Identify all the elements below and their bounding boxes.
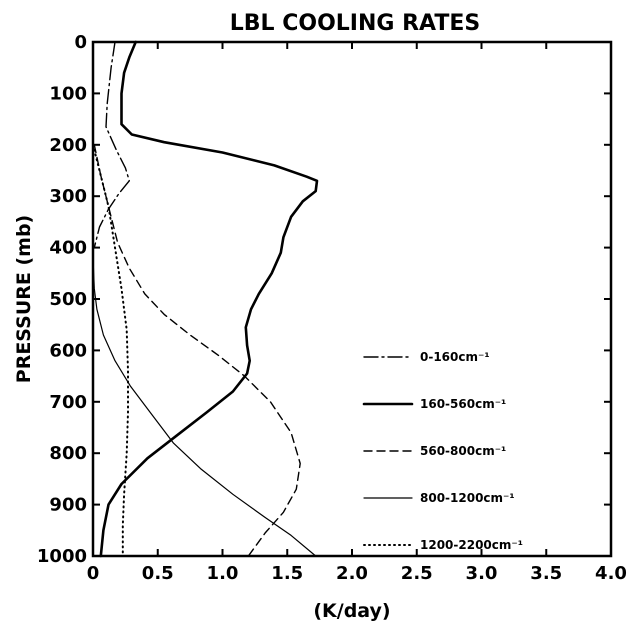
- x-tick-label: 2.0: [336, 563, 368, 584]
- y-tick-label: 0: [74, 32, 87, 53]
- y-axis-label: PRESSURE (mb): [13, 215, 35, 383]
- y-tick-label: 100: [49, 83, 87, 104]
- x-tick-label: 3.5: [530, 563, 562, 584]
- y-tick-label: 400: [49, 238, 87, 259]
- x-axis: 0 0.5 1.0 1.5 2.0 2.5 3.0 3.5 4.0: [87, 42, 627, 584]
- y-tick-label: 900: [49, 495, 87, 516]
- x-tick-label: 3.0: [466, 563, 498, 584]
- y-tick-label: 200: [49, 135, 87, 156]
- legend: 0-160cm⁻¹ 160-560cm⁻¹ 560-800cm⁻¹ 800-1200c…: [362, 350, 523, 552]
- legend-label: 800-1200cm⁻¹: [420, 491, 515, 505]
- series-line-4: [92, 257, 317, 557]
- legend-label: 1200-2200cm⁻¹: [420, 538, 523, 552]
- y-tick-label: 700: [49, 392, 87, 413]
- x-tick-label: 0: [87, 563, 100, 584]
- x-tick-label: 1.5: [271, 563, 303, 584]
- y-tick-label: 1000: [37, 546, 87, 567]
- series-line-2: [99, 40, 319, 558]
- y-tick-label: 800: [49, 443, 87, 464]
- chart-title: LBL COOLING RATES: [230, 11, 481, 36]
- x-tick-label: 2.5: [401, 563, 433, 584]
- y-tick-label: 500: [49, 289, 87, 310]
- x-tick-label: 1.0: [207, 563, 239, 584]
- x-tick-label: 0.5: [142, 563, 174, 584]
- series-layer: [92, 40, 319, 558]
- series-line-3: [93, 144, 301, 557]
- x-tick-label: 4.0: [595, 563, 627, 584]
- y-tick-label: 300: [49, 186, 87, 207]
- legend-label: 0-160cm⁻¹: [420, 350, 490, 364]
- legend-label: 160-560cm⁻¹: [420, 397, 506, 411]
- legend-label: 560-800cm⁻¹: [420, 444, 506, 458]
- y-tick-label: 600: [49, 340, 87, 361]
- plot-frame: [91, 40, 613, 558]
- y-axis: 0 100 200 300 400 500 600 700 800 900 1000: [37, 32, 611, 567]
- series-line-1: [93, 41, 130, 249]
- x-axis-label: (K/day): [313, 600, 390, 622]
